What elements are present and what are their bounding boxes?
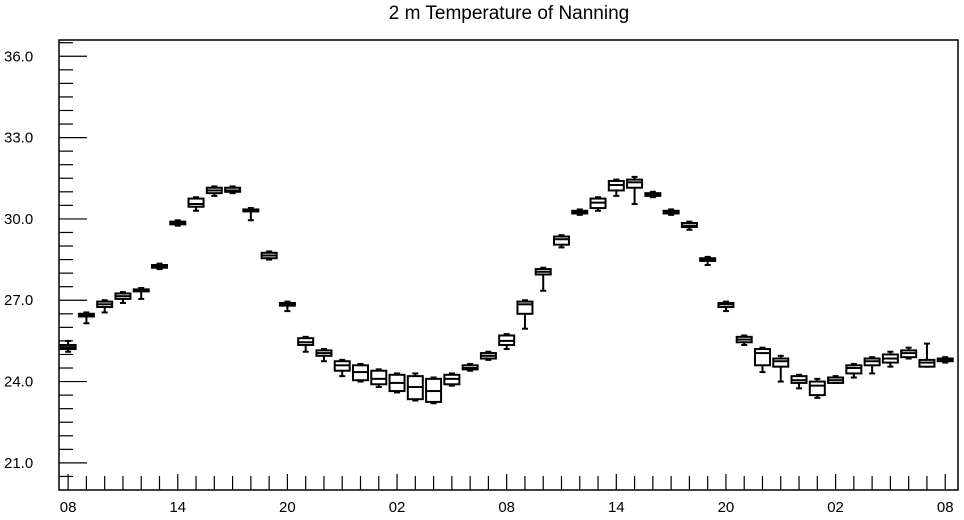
box-20 <box>278 300 296 313</box>
box-53 <box>881 350 899 368</box>
box-30 <box>461 362 479 372</box>
x-tick-label: 20 <box>718 499 735 516</box>
y-tick-label: 24.0 <box>4 374 33 391</box>
box-iqr <box>626 178 644 189</box>
y-axis: 21.0 24.0 27.0 30.0 33.0 36.0 <box>4 42 87 478</box>
box-15 <box>187 196 205 212</box>
x-tick-label: 08 <box>60 499 77 516</box>
box-54 <box>900 346 918 360</box>
box-33 <box>516 299 534 330</box>
y-tick-label: 21.0 <box>4 455 33 472</box>
box-28 <box>425 376 443 405</box>
box-50 <box>827 375 845 384</box>
box-45 <box>735 334 753 346</box>
box-9 <box>77 311 95 325</box>
box-42 <box>680 220 698 231</box>
x-tick-label: 20 <box>279 499 296 516</box>
box-24 <box>351 362 369 383</box>
box-iqr <box>370 369 388 386</box>
box-17 <box>224 185 242 195</box>
box-series <box>59 175 954 405</box>
y-tick-label: 30.0 <box>4 211 33 228</box>
chart-title: 2 m Temperature of Nanning <box>388 3 630 24</box>
x-tick-label: 08 <box>498 499 515 516</box>
box-10 <box>96 299 114 314</box>
box-14 <box>169 219 187 227</box>
box-49 <box>808 377 826 399</box>
box-47 <box>772 354 790 383</box>
box-25 <box>370 368 388 388</box>
x-tick-label: 02 <box>389 499 406 516</box>
box-46 <box>753 346 771 374</box>
box-21 <box>297 335 315 353</box>
box-35 <box>552 234 570 249</box>
box-40 <box>644 190 662 199</box>
box-26 <box>388 372 406 394</box>
box-22 <box>315 348 333 363</box>
x-tick-label: 14 <box>169 499 186 516</box>
box-43 <box>699 255 717 266</box>
box-iqr <box>845 364 863 375</box>
box-12 <box>132 287 150 300</box>
box-iqr <box>772 357 790 368</box>
y-tick-label: 36.0 <box>4 48 33 65</box>
box-iqr <box>552 235 570 246</box>
box-37 <box>589 196 607 212</box>
x-axis: 08 14 20 02 08 14 20 02 08 <box>60 474 954 516</box>
box-iqr <box>808 380 826 397</box>
box-16 <box>205 185 223 197</box>
box-41 <box>662 208 680 216</box>
box-iqr <box>753 348 771 367</box>
x-tick-label: 02 <box>827 499 844 516</box>
box-31 <box>479 350 497 361</box>
box-32 <box>498 333 516 351</box>
box-18 <box>242 207 260 222</box>
box-11 <box>114 291 132 304</box>
y-tick-label: 33.0 <box>4 130 33 147</box>
box-55 <box>918 342 936 368</box>
y-tick-label: 27.0 <box>4 292 33 309</box>
box-29 <box>443 372 461 387</box>
box-8 <box>59 339 77 353</box>
box-iqr <box>187 197 205 208</box>
box-36 <box>571 208 589 216</box>
box-48 <box>790 373 808 390</box>
box-34 <box>534 266 552 292</box>
box-13 <box>150 262 168 271</box>
x-tick-label: 08 <box>937 499 954 516</box>
box-52 <box>863 356 881 375</box>
box-39 <box>626 175 644 206</box>
box-19 <box>260 250 278 261</box>
x-tick-label: 14 <box>608 499 625 516</box>
plot-frame <box>58 39 959 491</box>
box-51 <box>845 362 863 379</box>
box-56 <box>936 356 954 364</box>
box-27 <box>406 372 424 402</box>
box-44 <box>717 300 735 313</box>
box-23 <box>333 358 351 378</box>
box-38 <box>607 178 625 197</box>
